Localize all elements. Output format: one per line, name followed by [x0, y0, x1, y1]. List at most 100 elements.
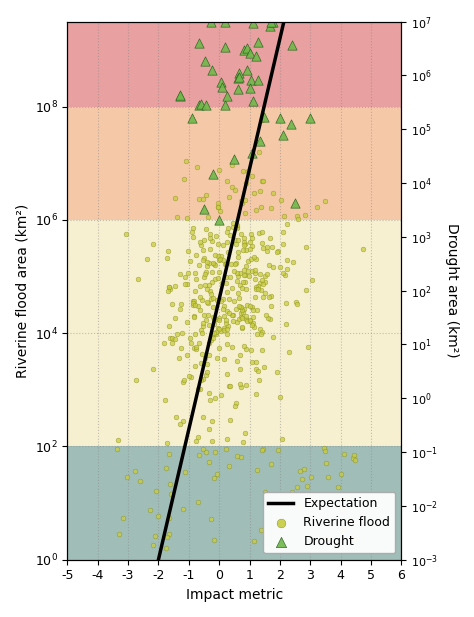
- Point: [267, 291, 274, 301]
- Point: [242, 344, 249, 354]
- Point: [199, 321, 207, 331]
- Point: [223, 288, 230, 297]
- Point: [253, 389, 260, 399]
- Point: [350, 450, 357, 460]
- Point: [251, 265, 258, 275]
- Point: [198, 358, 205, 368]
- Point: [223, 237, 230, 247]
- Point: [186, 255, 194, 265]
- Point: [241, 236, 248, 246]
- Point: [273, 247, 281, 257]
- Point: [131, 466, 138, 476]
- Point: [351, 455, 358, 465]
- Point: [224, 321, 232, 331]
- Point: [165, 283, 173, 292]
- Point: [189, 300, 197, 310]
- Point: [215, 255, 223, 265]
- Point: [221, 17, 229, 27]
- Point: [223, 318, 230, 328]
- Point: [266, 313, 273, 323]
- Point: [247, 230, 255, 239]
- Point: [237, 196, 245, 206]
- Point: [177, 344, 184, 354]
- Point: [179, 328, 186, 338]
- Point: [248, 357, 255, 366]
- Point: [197, 375, 204, 385]
- Point: [195, 338, 203, 348]
- Point: [223, 306, 231, 316]
- Point: [122, 230, 130, 239]
- Point: [200, 235, 208, 245]
- Point: [242, 245, 250, 255]
- Point: [226, 294, 233, 304]
- Point: [229, 317, 237, 326]
- Point: [255, 281, 262, 291]
- Point: [226, 462, 233, 471]
- Point: [261, 112, 268, 122]
- Point: [209, 333, 217, 342]
- Point: [134, 275, 141, 284]
- Point: [233, 258, 240, 268]
- Point: [262, 271, 269, 281]
- Point: [192, 436, 200, 446]
- Point: [313, 202, 320, 212]
- Point: [233, 356, 241, 366]
- Point: [193, 162, 201, 172]
- Point: [207, 294, 215, 304]
- Point: [196, 305, 204, 315]
- Point: [241, 277, 249, 287]
- Point: [263, 246, 271, 256]
- Point: [236, 314, 243, 324]
- Point: [254, 284, 262, 294]
- Point: [247, 75, 255, 85]
- Point: [256, 269, 264, 279]
- Point: [237, 268, 244, 278]
- Point: [321, 534, 329, 544]
- Point: [197, 240, 204, 250]
- Point: [223, 444, 230, 453]
- Point: [202, 191, 210, 201]
- Point: [233, 220, 240, 230]
- Point: [214, 323, 222, 333]
- Point: [210, 257, 217, 267]
- Point: [114, 435, 122, 445]
- Point: [244, 166, 252, 176]
- Point: [234, 247, 242, 257]
- Point: [209, 312, 216, 322]
- Point: [269, 262, 277, 272]
- Point: [192, 274, 200, 284]
- Point: [337, 469, 345, 479]
- Point: [340, 449, 347, 458]
- Point: [181, 466, 189, 476]
- Point: [223, 329, 230, 339]
- Point: [177, 299, 184, 308]
- Point: [229, 218, 237, 228]
- Point: [292, 198, 299, 208]
- Point: [302, 242, 310, 252]
- Point: [214, 202, 222, 212]
- Point: [223, 369, 230, 379]
- Point: [207, 233, 214, 243]
- Point: [233, 268, 240, 278]
- Point: [282, 270, 289, 280]
- Point: [209, 170, 216, 180]
- Point: [208, 436, 216, 446]
- Point: [213, 296, 221, 305]
- Point: [164, 246, 172, 256]
- Point: [308, 275, 316, 285]
- Point: [255, 147, 263, 157]
- Point: [257, 202, 264, 212]
- Point: [243, 178, 250, 188]
- Point: [249, 18, 256, 28]
- Point: [203, 359, 211, 369]
- Point: [254, 36, 262, 46]
- Point: [133, 375, 140, 385]
- Point: [215, 197, 222, 207]
- Point: [238, 283, 246, 292]
- Point: [258, 227, 265, 237]
- Point: [320, 443, 328, 453]
- Point: [199, 374, 207, 384]
- Point: [199, 194, 207, 204]
- Point: [252, 282, 259, 292]
- Point: [259, 292, 267, 302]
